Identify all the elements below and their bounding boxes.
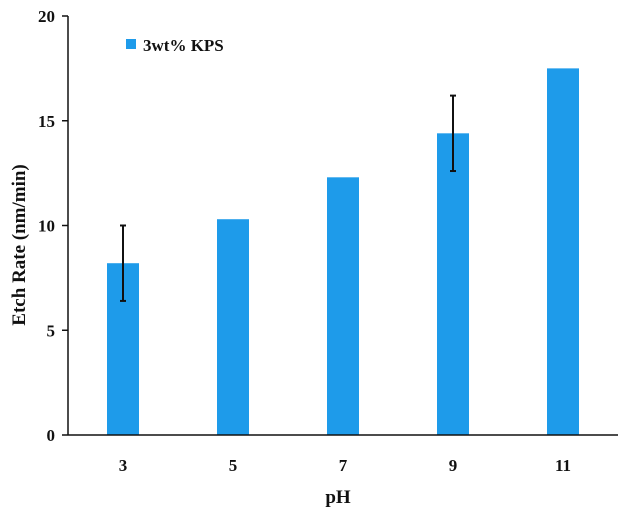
x-tick-label: 11 (555, 456, 571, 475)
y-ticks-layer: 0 5 10 15 20 (38, 7, 68, 445)
legend-label: 3wt% KPS (143, 36, 224, 55)
y-tick-label: 5 (47, 321, 56, 340)
bar (327, 177, 359, 435)
x-axis-title: pH (325, 487, 351, 508)
y-tick-label: 15 (38, 112, 55, 131)
y-tick-label: 20 (38, 7, 55, 26)
bar (437, 133, 469, 435)
bar (217, 219, 249, 435)
y-axis-title: Etch Rate (nm/min) (9, 164, 30, 325)
error-bars-layer (120, 94, 456, 302)
x-tick-label: 5 (229, 456, 238, 475)
legend-swatch (126, 39, 136, 49)
x-tick-label: 7 (339, 456, 348, 475)
y-tick-label: 0 (47, 426, 56, 445)
x-tick-label: 3 (119, 456, 128, 475)
bar (547, 68, 579, 435)
legend: 3wt% KPS (126, 36, 224, 55)
x-ticks-layer: 3 5 7 9 11 (119, 456, 571, 475)
bars-layer (107, 68, 579, 435)
y-tick-label: 10 (38, 217, 55, 236)
x-tick-label: 9 (449, 456, 458, 475)
